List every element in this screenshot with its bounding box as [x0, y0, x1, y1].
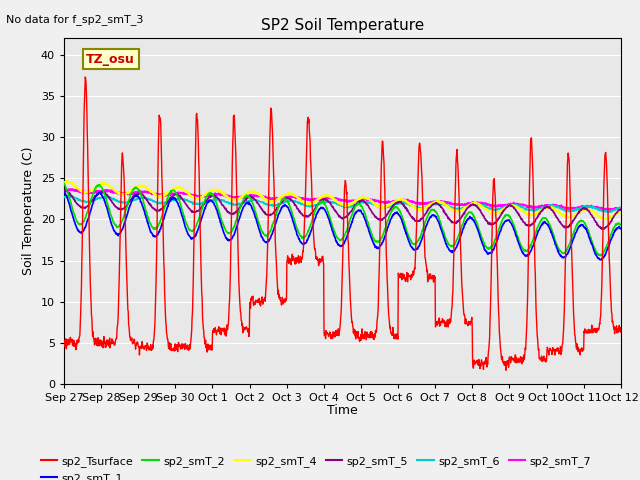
- Title: SP2 Soil Temperature: SP2 Soil Temperature: [260, 18, 424, 33]
- X-axis label: Time: Time: [327, 405, 358, 418]
- Y-axis label: Soil Temperature (C): Soil Temperature (C): [22, 147, 35, 276]
- Text: TZ_osu: TZ_osu: [86, 53, 135, 66]
- Text: No data for f_sp2_smT_3: No data for f_sp2_smT_3: [6, 14, 144, 25]
- Legend: sp2_Tsurface, sp2_smT_1, sp2_smT_2, sp2_smT_4, sp2_smT_5, sp2_smT_6, sp2_smT_7: sp2_Tsurface, sp2_smT_1, sp2_smT_2, sp2_…: [36, 452, 596, 480]
